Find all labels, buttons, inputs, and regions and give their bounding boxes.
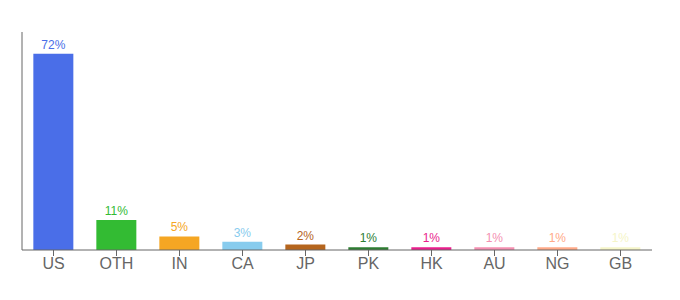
svg-text:1%: 1%	[360, 231, 378, 245]
svg-text:1%: 1%	[423, 231, 441, 245]
svg-text:CA: CA	[231, 255, 254, 272]
svg-text:JP: JP	[296, 255, 315, 272]
svg-text:11%: 11%	[105, 204, 128, 218]
svg-text:1%: 1%	[486, 231, 504, 245]
svg-text:US: US	[42, 255, 64, 272]
svg-text:NG: NG	[546, 255, 570, 272]
svg-text:IN: IN	[172, 255, 188, 272]
svg-text:PK: PK	[358, 255, 380, 272]
svg-text:OTH: OTH	[100, 255, 134, 272]
svg-text:GB: GB	[609, 255, 632, 272]
svg-text:HK: HK	[420, 255, 443, 272]
svg-text:5%: 5%	[171, 220, 189, 234]
svg-text:1%: 1%	[549, 231, 567, 245]
svg-text:72%: 72%	[41, 38, 65, 52]
svg-text:3%: 3%	[234, 226, 252, 240]
svg-text:2%: 2%	[297, 229, 315, 243]
svg-text:1%: 1%	[612, 231, 630, 245]
svg-text:AU: AU	[483, 255, 505, 272]
